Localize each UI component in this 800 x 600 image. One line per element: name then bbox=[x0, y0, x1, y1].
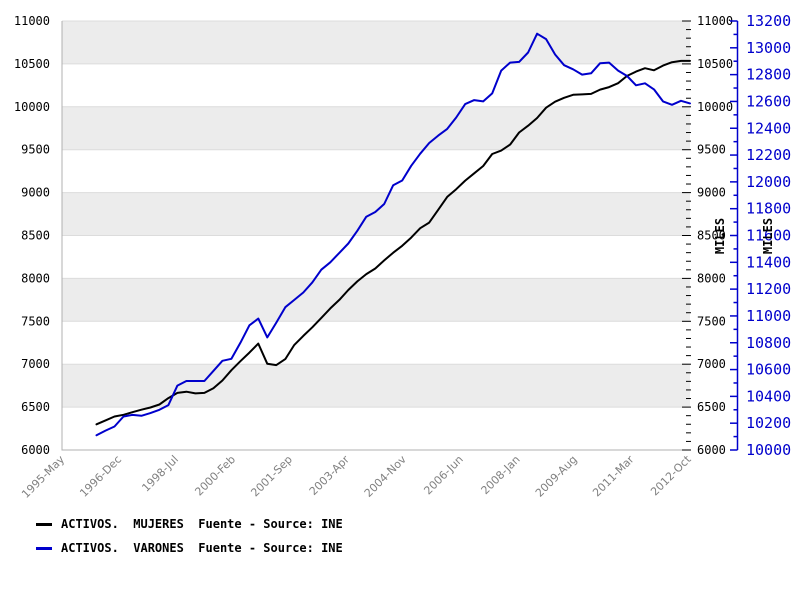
right-outer-tick-label: 12200 bbox=[746, 146, 791, 164]
left-tick-label: 11000 bbox=[14, 14, 50, 28]
left-tick-label: 7500 bbox=[21, 314, 50, 328]
right-outer-tick-label: 10000 bbox=[746, 441, 791, 459]
legend-label-mujeres: ACTIVOS. MUJERES Fuente - Source: INE bbox=[61, 517, 343, 531]
right-outer-tick-label: 11800 bbox=[746, 200, 791, 218]
right-inner-tick-label: 6500 bbox=[697, 400, 726, 414]
y-axis-right-inner: 11000 10500 10000 9500 9000 8500 8000 7500 7000 6… bbox=[682, 14, 733, 457]
x-tick-label: 2011-Mar bbox=[590, 453, 637, 500]
chart-area: 11000 10500 10000 9500 9000 8500 8000 7500 7000 6… bbox=[14, 12, 791, 501]
right-outer-tick-label: 11000 bbox=[746, 307, 791, 325]
left-tick-label: 7000 bbox=[21, 357, 50, 371]
x-tick-label: 1995-May bbox=[19, 453, 67, 501]
right-outer-tick-label: 10800 bbox=[746, 334, 791, 352]
x-tick-label: 2003-Apr bbox=[307, 453, 352, 498]
legend-label-varones: ACTIVOS. VARONES Fuente - Source: INE bbox=[61, 541, 343, 555]
chart-legend: ACTIVOS. MUJERES Fuente - Source: INE AC… bbox=[36, 512, 343, 560]
right-inner-tick-label: 8500 bbox=[697, 229, 726, 243]
right-outer-axis-title: MILES bbox=[761, 218, 775, 254]
x-tick-label: 2001-Sep bbox=[248, 453, 294, 499]
right-inner-tick-label: 6000 bbox=[697, 443, 726, 457]
x-tick-label: 1998-Jul bbox=[139, 453, 181, 495]
x-tick-label: 2006-Jun bbox=[421, 453, 465, 497]
left-tick-label: 10500 bbox=[14, 57, 50, 71]
right-outer-tick-label: 13200 bbox=[746, 12, 791, 30]
activos-line-chart: 11000 10500 10000 9500 9000 8500 8000 7500 7000 6… bbox=[14, 12, 791, 501]
right-inner-tick-label: 7000 bbox=[697, 357, 726, 371]
right-outer-tick-label: 13000 bbox=[746, 39, 791, 57]
plot-background-bands bbox=[62, 21, 690, 450]
right-outer-tick-label: 11200 bbox=[746, 280, 791, 298]
left-tick-label: 8000 bbox=[21, 271, 50, 285]
right-outer-tick-label: 12600 bbox=[746, 92, 791, 110]
x-tick-label: 2008-Jan bbox=[478, 453, 522, 497]
right-outer-tick-label: 12800 bbox=[746, 66, 791, 84]
x-tick-label: 2012-Oct bbox=[648, 452, 694, 498]
y-axis-left: 11000 10500 10000 9500 9000 8500 8000 7500 7000 6… bbox=[14, 14, 50, 457]
legend-swatch-varones-line bbox=[36, 546, 52, 550]
series-varones-line bbox=[95, 32, 691, 437]
left-tick-label: 10000 bbox=[14, 100, 50, 114]
left-tick-label: 6000 bbox=[21, 443, 50, 457]
right-outer-tick-label: 10400 bbox=[746, 387, 791, 405]
right-outer-tick-label: 10200 bbox=[746, 414, 791, 432]
right-outer-tick-label: 10600 bbox=[746, 361, 791, 379]
right-inner-tick-label: 10500 bbox=[697, 57, 733, 71]
series-mujeres-line bbox=[95, 59, 691, 426]
x-tick-label: 2004-Nov bbox=[362, 453, 409, 500]
legend-item-varones: ACTIVOS. VARONES Fuente - Source: INE bbox=[36, 536, 343, 560]
x-tick-label: 1996-Dec bbox=[77, 453, 124, 500]
legend-item-mujeres: ACTIVOS. MUJERES Fuente - Source: INE bbox=[36, 512, 343, 536]
right-inner-tick-label: 10000 bbox=[697, 100, 733, 114]
x-tick-label: 2009-Aug bbox=[533, 453, 580, 500]
right-inner-tick-label: 9000 bbox=[697, 186, 726, 200]
left-tick-label: 9000 bbox=[21, 186, 50, 200]
right-inner-tick-label: 11000 bbox=[697, 14, 733, 28]
right-inner-tick-label: 8000 bbox=[697, 271, 726, 285]
right-outer-tick-label: 11600 bbox=[746, 227, 791, 245]
x-tick-label: 2000-Feb bbox=[192, 453, 238, 499]
left-tick-label: 9500 bbox=[21, 143, 50, 157]
x-axis-labels: 1995-May 1996-Dec 1998-Jul 2000-Feb 2001-Sep… bbox=[19, 452, 694, 500]
right-inner-tick-label: 7500 bbox=[697, 314, 726, 328]
legend-swatch-mujeres-line bbox=[36, 522, 52, 526]
right-outer-tick-label: 11400 bbox=[746, 253, 791, 271]
right-inner-axis-title: MILES bbox=[713, 218, 727, 254]
left-tick-label: 8500 bbox=[21, 229, 50, 243]
plot-border bbox=[61, 21, 690, 451]
y-axis-right-outer: 13200 13000 12800 12600 12400 12200 12000 11800… bbox=[730, 12, 791, 459]
right-outer-tick-label: 12400 bbox=[746, 119, 791, 137]
right-inner-tick-label: 9500 bbox=[697, 143, 726, 157]
right-outer-tick-label: 12000 bbox=[746, 173, 791, 191]
left-tick-label: 6500 bbox=[21, 400, 50, 414]
